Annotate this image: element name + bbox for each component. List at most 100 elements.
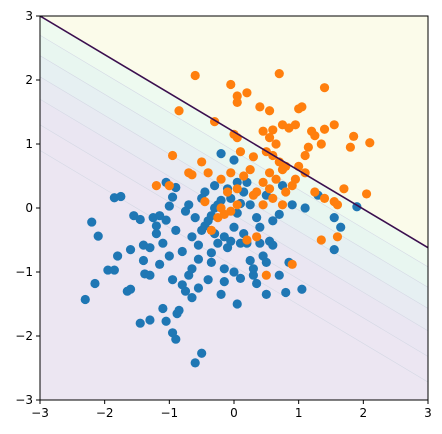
data-point	[187, 293, 197, 303]
x-axis: −3 −2 −1 0 1 2 3	[31, 400, 432, 420]
data-point	[261, 270, 271, 280]
data-point	[103, 265, 113, 275]
data-point	[310, 187, 320, 197]
x-tick-label: −1	[160, 406, 178, 420]
data-point	[277, 165, 288, 175]
data-point	[229, 222, 239, 232]
data-point	[252, 278, 262, 289]
x-tick-label: −3	[31, 406, 49, 420]
data-point	[235, 147, 246, 157]
data-point	[316, 235, 326, 245]
data-point	[281, 287, 291, 298]
data-point	[206, 257, 216, 267]
data-point	[216, 149, 226, 159]
data-point	[248, 264, 258, 274]
data-point	[216, 195, 226, 205]
data-point	[174, 106, 184, 116]
data-point	[329, 197, 339, 207]
data-point	[319, 83, 330, 93]
data-point	[161, 316, 171, 326]
data-point	[232, 177, 242, 187]
data-point	[206, 225, 216, 235]
data-point	[300, 150, 310, 161]
data-point	[135, 318, 145, 328]
data-point	[203, 275, 213, 285]
data-point	[222, 187, 233, 197]
data-point	[187, 264, 197, 274]
data-point	[197, 157, 207, 167]
data-point	[255, 102, 265, 112]
data-point	[229, 155, 239, 165]
data-point	[161, 215, 171, 225]
data-point	[210, 181, 220, 191]
data-point	[281, 187, 291, 197]
data-point	[339, 184, 349, 194]
data-point	[271, 139, 281, 149]
data-point	[303, 142, 313, 152]
data-point	[200, 197, 210, 207]
data-point	[232, 299, 242, 309]
data-point	[287, 181, 297, 191]
data-point	[336, 222, 346, 232]
data-point	[158, 303, 168, 314]
data-point	[167, 328, 178, 338]
data-point	[274, 209, 284, 219]
data-point	[365, 138, 375, 148]
data-point	[171, 225, 181, 235]
data-point	[274, 270, 284, 280]
data-point	[287, 259, 297, 269]
data-point	[261, 257, 271, 267]
data-point	[264, 133, 275, 143]
data-point	[125, 284, 136, 294]
data-point	[135, 214, 145, 225]
decision-boundary-line	[40, 16, 428, 249]
data-point	[138, 255, 149, 266]
x-tick-label: −2	[96, 406, 114, 420]
data-point	[190, 70, 200, 81]
data-point	[216, 203, 226, 213]
data-point	[232, 91, 242, 101]
data-point	[268, 193, 278, 203]
data-point	[229, 267, 239, 277]
data-point	[216, 174, 226, 184]
data-point	[155, 259, 165, 269]
data-point	[226, 79, 236, 90]
data-point	[187, 232, 197, 242]
data-point	[316, 139, 326, 149]
data-point	[197, 348, 207, 358]
data-point	[193, 283, 204, 293]
data-point	[158, 238, 168, 248]
data-point	[174, 305, 184, 315]
data-point	[261, 289, 271, 299]
y-axis: −3 −2 −1 0 1 2 3	[15, 9, 40, 407]
data-point	[167, 275, 178, 285]
data-point	[319, 124, 330, 134]
data-point	[242, 88, 252, 98]
data-point	[219, 264, 229, 274]
data-point	[145, 270, 155, 280]
data-point	[193, 254, 204, 264]
data-point	[109, 265, 119, 275]
y-tick-label: −2	[15, 329, 33, 343]
data-point	[248, 152, 258, 162]
y-tick-label: 1	[25, 137, 33, 151]
data-point	[245, 200, 255, 210]
data-point	[219, 232, 229, 242]
data-point	[180, 206, 191, 216]
x-tick-label: 1	[295, 406, 303, 420]
data-point	[252, 213, 262, 223]
data-point	[264, 168, 275, 178]
data-point	[226, 236, 236, 246]
data-point	[164, 251, 174, 261]
data-point	[167, 150, 178, 161]
data-point	[80, 294, 90, 305]
y-tick-label: 3	[25, 9, 33, 23]
data-point	[258, 177, 268, 187]
data-point	[87, 217, 97, 227]
data-point	[203, 168, 213, 178]
data-point	[177, 280, 187, 290]
data-point	[219, 277, 229, 287]
data-point	[190, 358, 200, 368]
data-point	[319, 193, 330, 203]
